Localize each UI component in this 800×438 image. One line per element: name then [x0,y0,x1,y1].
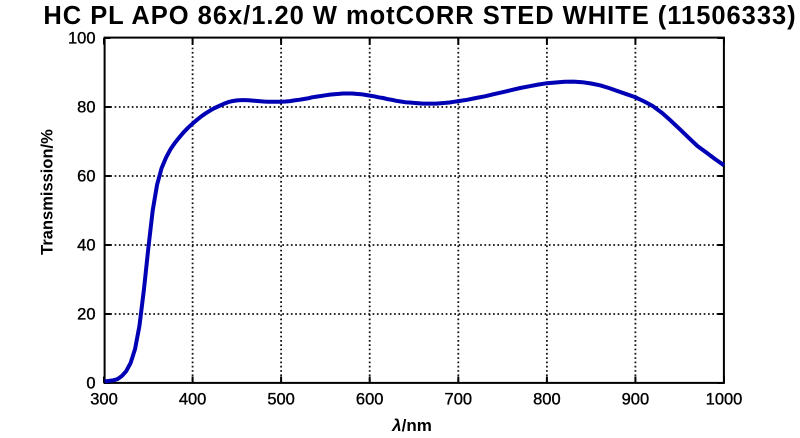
svg-text:900: 900 [622,391,650,409]
svg-text:1000: 1000 [706,391,743,409]
svg-text:500: 500 [267,391,295,409]
svg-text:400: 400 [179,391,207,409]
svg-text:300: 300 [90,391,118,409]
svg-text:700: 700 [445,391,473,409]
svg-text:40: 40 [77,237,95,255]
svg-text:0: 0 [86,375,95,393]
svg-text:20: 20 [77,306,95,324]
svg-text:100: 100 [68,30,96,48]
svg-text:60: 60 [77,168,95,186]
svg-text:800: 800 [533,391,561,409]
svg-text:600: 600 [356,391,384,409]
svg-text:80: 80 [77,99,95,117]
